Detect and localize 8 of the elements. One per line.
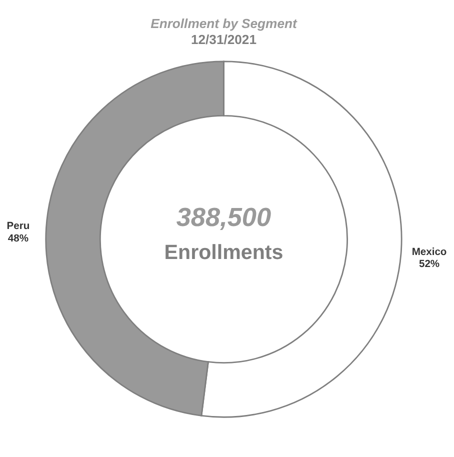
data-label: 52%: [418, 259, 440, 270]
chart-title: Enrollment by Segment: [150, 16, 298, 32]
text: Enrollments: [164, 240, 284, 264]
slice-label: Peru: [6, 221, 30, 232]
text: 388,500: [176, 202, 272, 232]
slice-label: Mexico: [412, 246, 447, 258]
chart-subtitle: 12/31/2021: [190, 32, 256, 48]
data-label: 48%: [8, 233, 28, 244]
